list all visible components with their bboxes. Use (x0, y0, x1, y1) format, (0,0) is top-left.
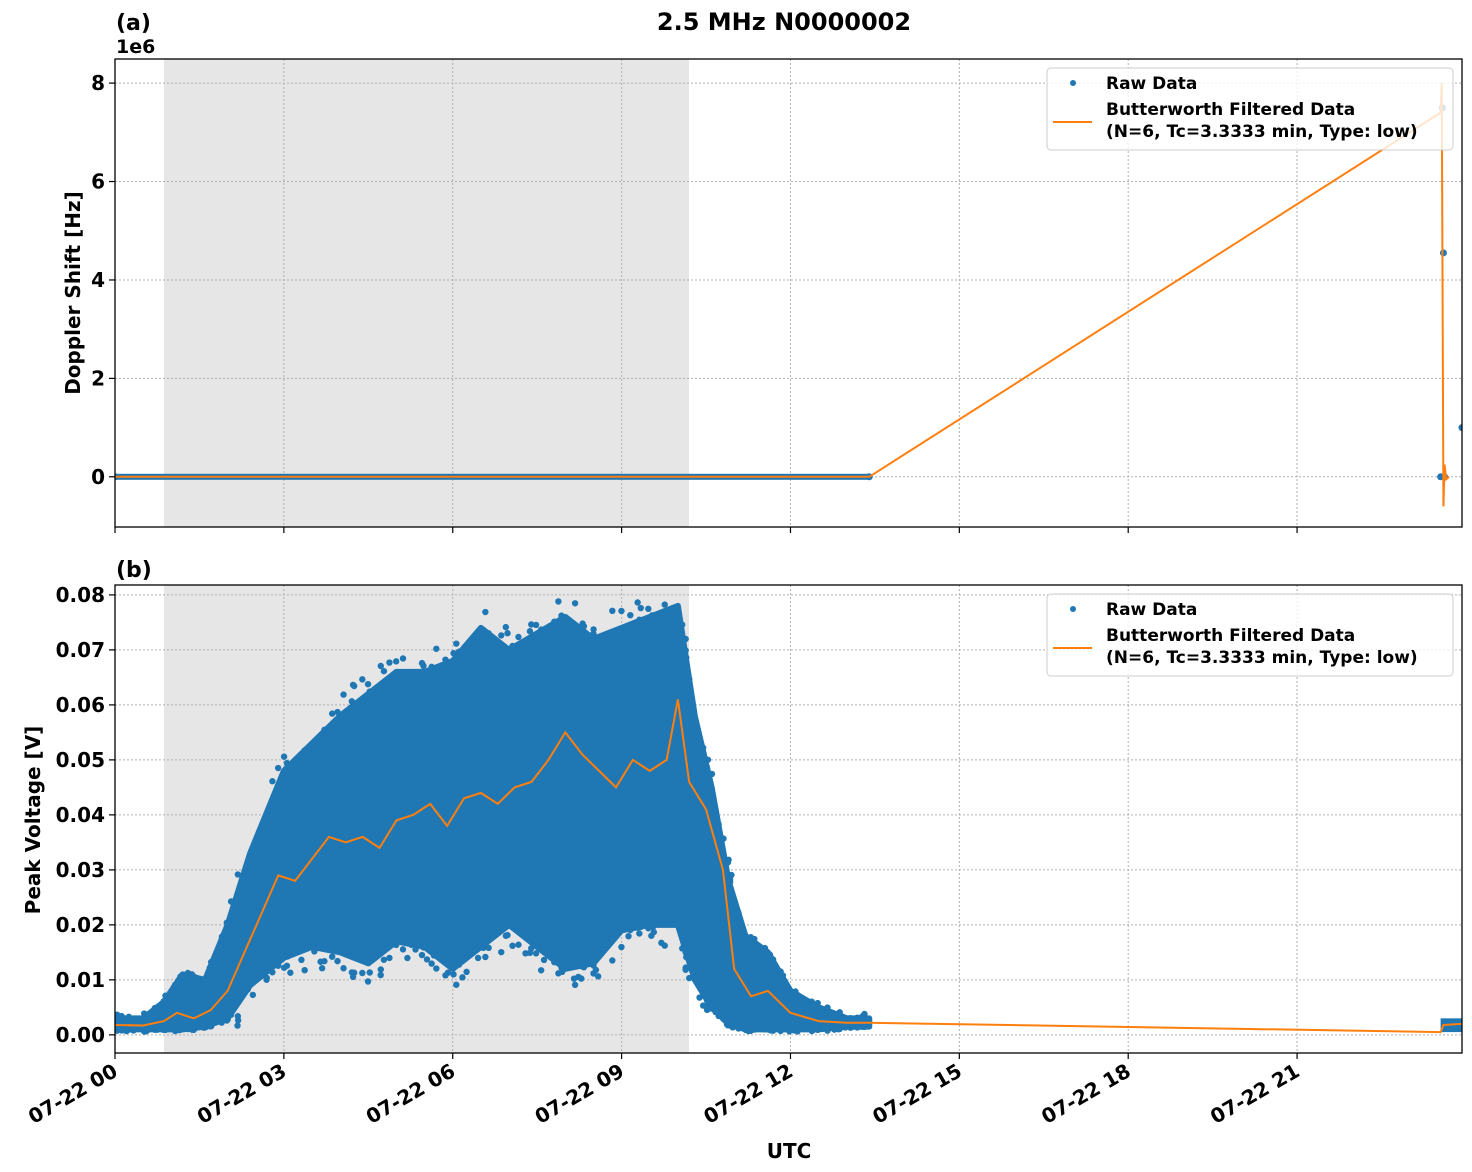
panel-b-legend: Raw Data Butterworth Filtered Data (N=6,… (1046, 593, 1454, 677)
panel-a-label: (a) (116, 11, 151, 36)
y-tick-label: 0.05 (56, 748, 105, 772)
x-tick-label: 07-22 18 (1037, 1059, 1135, 1129)
panel-b-raw-data (115, 602, 873, 1033)
panel-a-filtered-line (115, 83, 1450, 507)
y-tick-label: 0.06 (56, 693, 105, 717)
y-tick-label: 0.02 (56, 913, 105, 937)
legend-filtered-2: (N=6, Tc=3.3333 min, Type: low) (1106, 122, 1418, 142)
panel-b: (b) 0.00 0.01 0.02 0.03 0.04 0.05 0.06 0.07 0.08… (21, 558, 1463, 1163)
panel-b-frame (114, 584, 1463, 1054)
raw-marker-icon (1070, 80, 1076, 86)
x-tick-label: 07-22 09 (531, 1059, 629, 1129)
x-tick-label: 07-22 00 (24, 1059, 122, 1129)
y-tick-label: 0.00 (56, 1023, 105, 1047)
x-tick-label: 07-22 03 (193, 1059, 291, 1129)
panel-a-x-ticks (114, 527, 1298, 533)
panel-a-frame (114, 58, 1463, 528)
y-tick-label: 0.01 (56, 968, 105, 992)
x-tick-label: 07-22 21 (1206, 1059, 1304, 1129)
y-tick-label: 4 (91, 268, 105, 292)
panel-b-y-axis: 0.00 0.01 0.02 0.03 0.04 0.05 0.06 0.07 0.08 (56, 583, 115, 1047)
panel-a-y-axis: 0 2 4 6 8 (91, 71, 115, 489)
legend-raw: Raw Data (1106, 600, 1197, 620)
y-tick-label: 8 (91, 71, 105, 95)
x-tick-label: 07-22 06 (362, 1059, 460, 1129)
x-axis-label: UTC (767, 1139, 812, 1163)
y-tick-label: 0.04 (56, 803, 105, 827)
y-tick-label: 6 (91, 170, 105, 194)
panel-b-label: (b) (116, 558, 152, 583)
panel-b-filtered-line (115, 699, 1462, 1034)
figure-title: 2.5 MHz N0000002 (657, 8, 911, 36)
panel-b-ylabel: Peak Voltage [V] (21, 726, 45, 915)
panel-b-x-axis: 07-22 00 07-22 03 07-22 06 07-22 09 07-22 12… (24, 1053, 1304, 1129)
y-tick-label: 0 (91, 465, 105, 489)
legend-filtered-1: Butterworth Filtered Data (1106, 100, 1355, 120)
x-tick-label: 07-22 12 (699, 1059, 797, 1129)
y-tick-label: 2 (91, 366, 105, 390)
legend-filtered-2: (N=6, Tc=3.3333 min, Type: low) (1106, 648, 1418, 668)
raw-marker-icon (1070, 606, 1076, 612)
x-tick-label: 07-22 15 (868, 1059, 966, 1129)
y-tick-label: 0.03 (56, 858, 105, 882)
panel-a-y-offset: 1e6 (116, 36, 155, 58)
legend-filtered-1: Butterworth Filtered Data (1106, 626, 1355, 646)
panel-a: (a) 1e6 0 2 4 6 8 Doppler Shift [Hz] Raw Dat… (61, 11, 1463, 533)
y-tick-label: 0.08 (56, 583, 105, 607)
legend-raw: Raw Data (1106, 74, 1197, 94)
panel-a-shaded-region (164, 59, 689, 527)
panel-a-ylabel: Doppler Shift [Hz] (61, 191, 85, 395)
y-tick-label: 0.07 (56, 638, 105, 662)
panel-a-legend: Raw Data Butterworth Filtered Data (N=6,… (1046, 67, 1454, 151)
